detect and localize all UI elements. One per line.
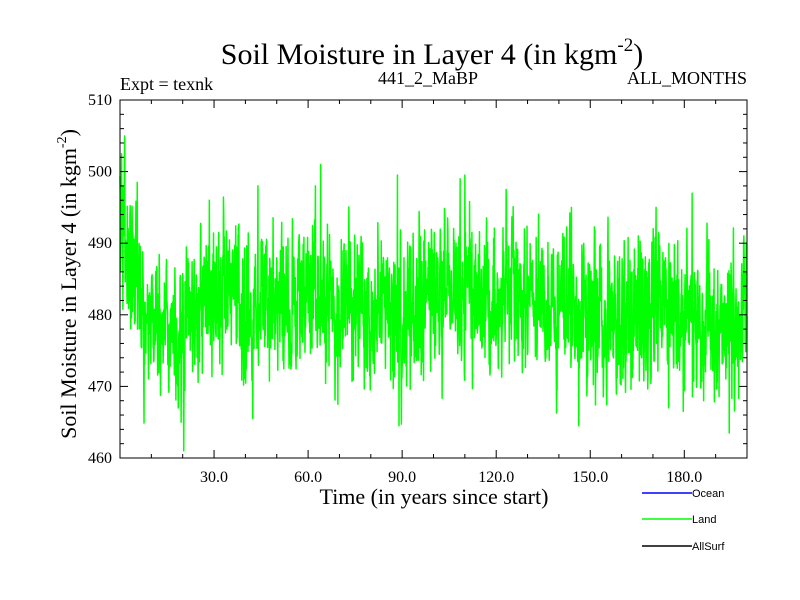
legend-label-land: Land [692,514,716,526]
chart-title-superscript: -2 [617,35,633,56]
x-tick-label: 150.0 [572,469,608,486]
y-axis-label: Soil Moisture in Layer 4 (in kgm-2) [55,129,81,439]
ticks-layer: 30.0 60.0 90.0 120.0 150.0 180.0 460 470 480 490 5… [88,92,747,486]
subtitle-experiment: Expt = texnk [120,74,213,94]
x-tick-label: 180.0 [666,469,702,486]
x-tick-label: 60.0 [294,469,322,486]
y-tick-label: 510 [88,92,112,109]
subtitle-months: ALL_MONTHS [627,68,747,88]
legend-label-allsurf: AllSurf [692,541,725,553]
chart-title: Soil Moisture in Layer 4 (in kgm-2) [221,35,643,71]
x-tick-label: 30.0 [200,469,228,486]
chart-title-close: ) [633,38,643,71]
y-tick-label: 500 [88,164,112,181]
y-axis-label-superscript: -2 [55,136,70,148]
y-axis-label-close: ) [56,129,81,136]
y-tick-label: 490 [88,235,112,252]
x-tick-label: 120.0 [478,469,514,486]
legend: Ocean Land AllSurf [642,488,725,553]
series-layer [119,135,748,452]
y-tick-label: 470 [88,378,112,395]
x-axis-label: Time (in years since start) [320,484,549,509]
y-tick-label: 480 [88,307,112,324]
y-tick-label: 460 [88,450,112,467]
chart-title-main: Soil Moisture in Layer 4 (in kgm [221,38,618,71]
x-tick-label: 90.0 [388,469,416,486]
y-axis-label-main: Soil Moisture in Layer 4 (in kgm [56,148,81,439]
series-line-land [119,135,748,452]
legend-label-ocean: Ocean [692,488,724,500]
subtitle-run-id: 441_2_MaBP [378,68,478,88]
